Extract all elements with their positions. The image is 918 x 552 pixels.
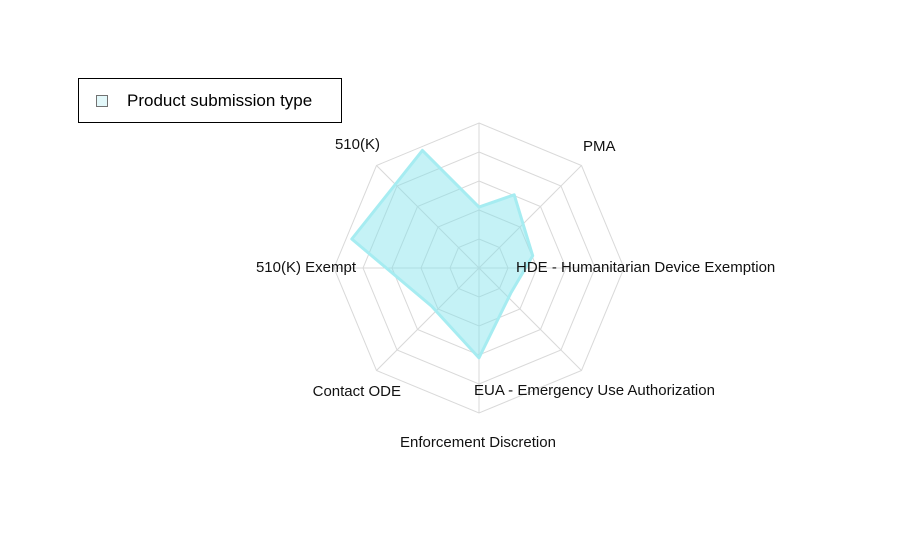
axis-label-0: PMA: [583, 138, 616, 155]
legend: Product submission type: [78, 78, 342, 123]
legend-label: Product submission type: [127, 91, 313, 110]
legend-swatch: [96, 95, 108, 107]
axis-label-1: HDE - Humanitarian Device Exemption: [516, 259, 775, 276]
grid-spoke-3: [478, 267, 582, 371]
axis-label-3: Enforcement Discretion: [400, 434, 556, 451]
grid-spoke-7: [376, 165, 480, 269]
axis-label-6: 510(K): [335, 136, 380, 153]
radar-grid: [333, 122, 625, 414]
axis-label-4: Contact ODE: [313, 383, 401, 400]
series-area-0: [350, 148, 535, 360]
grid-spoke-1: [478, 165, 582, 269]
radar-series: [350, 148, 535, 360]
grid-spoke-5: [376, 267, 480, 371]
axis-labels: PMA HDE - Humanitarian Device Exemption EU…: [256, 136, 775, 451]
axis-label-2: EUA - Emergency Use Authorization: [474, 382, 715, 399]
axis-label-5: 510(K) Exempt: [256, 259, 357, 276]
